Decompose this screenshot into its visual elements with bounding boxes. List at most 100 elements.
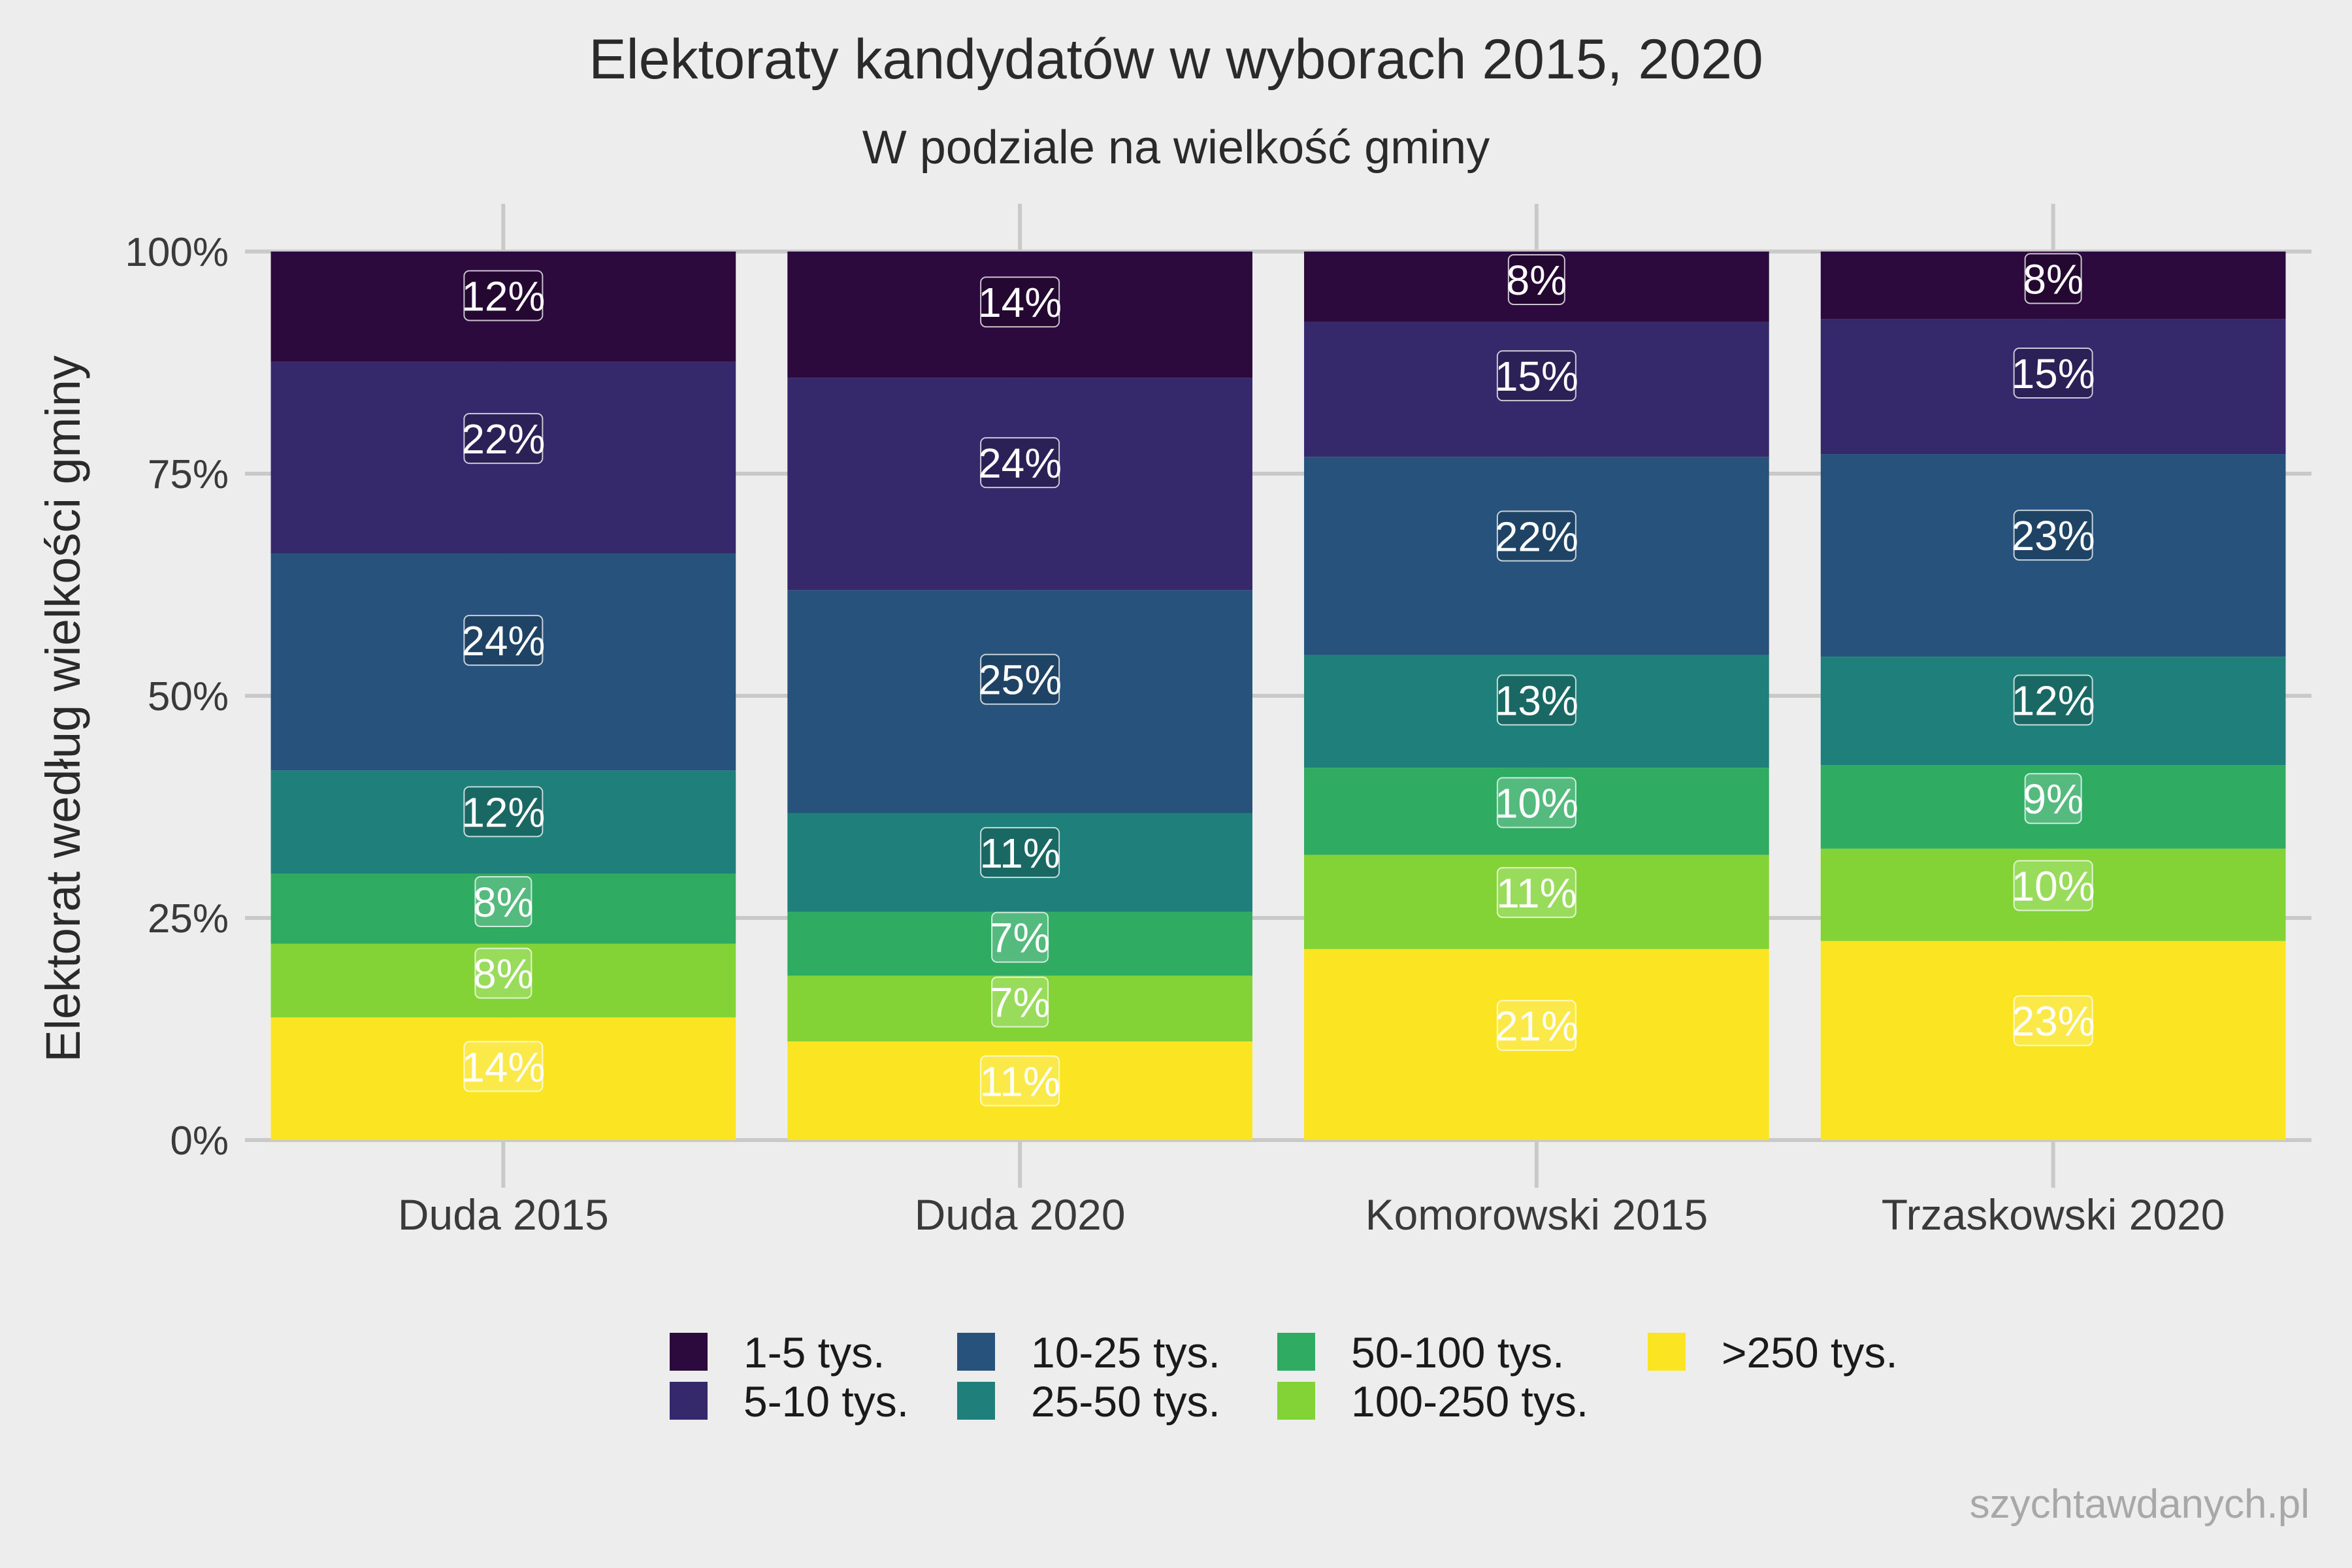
data-label-box — [1496, 510, 1576, 562]
chart-subtitle: W podziale na wielkość gminy — [862, 122, 1490, 174]
bar-segment-komorowski-2015-100-250-tys — [1304, 855, 1769, 949]
y-tick-label: 75% — [148, 452, 229, 497]
x-axis-ticks: Duda 2015 Duda 2020 Komorowski 2015 Trzasko… — [398, 1190, 2225, 1239]
data-label: 8% — [2023, 255, 2083, 302]
legend-swatch-100-250-tys — [1277, 1382, 1315, 1420]
bar-segment-trzaskowski-2020-over-250-tys — [1820, 941, 2286, 1140]
chart-title: Elektoraty kandydatów w wyborach 2015, 2… — [589, 28, 1763, 91]
data-label: 11% — [979, 1058, 1060, 1105]
y-tick-label: 50% — [148, 674, 229, 719]
x-tick-label: Duda 2020 — [915, 1190, 1126, 1239]
data-label: 25% — [978, 657, 1062, 704]
bar-segment-komorowski-2015-25-50-tys — [1304, 655, 1769, 768]
data-label: 7% — [990, 979, 1051, 1026]
data-label: 8% — [1507, 257, 1567, 304]
bar-segment-duda-2020-over-250-tys — [787, 1041, 1252, 1140]
legend-label-10-25-tys: 10-25 tys. — [1031, 1328, 1220, 1377]
data-label-box — [474, 947, 532, 999]
legend-label-1-5-tys: 1-5 tys. — [743, 1328, 885, 1377]
legend-swatch-over-250-tys — [1648, 1333, 1686, 1371]
legend-swatch-10-25-tys — [957, 1333, 995, 1371]
data-label: 23% — [2012, 998, 2095, 1045]
data-label: 11% — [1496, 870, 1576, 917]
legend-swatch-5-10-tys — [670, 1382, 708, 1420]
data-label: 15% — [2012, 350, 2095, 397]
bar-segment-duda-2015-50-100-tys — [270, 874, 736, 944]
legend-label-50-100-tys: 50-100 tys. — [1351, 1328, 1565, 1377]
data-label-box — [980, 276, 1060, 328]
legend-label-25-50-tys: 25-50 tys. — [1031, 1377, 1220, 1426]
legend: 1-5 tys.5-10 tys. 10-25 tys.25-50 tys. 50-… — [670, 1328, 1898, 1426]
legend-swatch-50-100-tys — [1277, 1333, 1315, 1371]
data-label-box — [463, 786, 544, 838]
data-label: 10% — [2012, 862, 2095, 909]
data-label-box — [1496, 1000, 1576, 1051]
bar-segment-komorowski-2015-5-10-tys — [1304, 321, 1769, 457]
data-label: 12% — [461, 789, 545, 836]
data-label: 11% — [979, 830, 1060, 877]
data-label-box — [1496, 867, 1576, 919]
bar-segment-trzaskowski-2020-10-25-tys — [1820, 454, 2286, 657]
data-label-box — [980, 1055, 1060, 1107]
data-label: 8% — [473, 879, 534, 926]
data-label-box — [463, 615, 544, 666]
data-label: 22% — [461, 416, 545, 463]
y-tick-label: 25% — [148, 896, 229, 941]
bar-segment-duda-2015-over-250-tys — [270, 1017, 736, 1140]
bar-segment-duda-2020-25-50-tys — [787, 813, 1252, 912]
x-tick-label: Trzaskowski 2020 — [1882, 1190, 2225, 1239]
data-label-box — [980, 653, 1060, 705]
data-label-box — [463, 270, 544, 321]
y-tick-label: 100% — [125, 230, 229, 275]
data-label-box — [2013, 860, 2093, 911]
bar-segment-duda-2020-50-100-tys — [787, 911, 1252, 976]
data-label: 15% — [1495, 353, 1578, 400]
bar-segment-duda-2020-5-10-tys — [787, 378, 1252, 591]
x-tick-label: Komorowski 2015 — [1365, 1190, 1708, 1239]
bar-segment-duda-2015-10-25-tys — [270, 553, 736, 771]
data-label-box — [991, 911, 1049, 963]
x-tick-label: Duda 2015 — [398, 1190, 609, 1239]
bar-segment-duda-2020-100-250-tys — [787, 975, 1252, 1042]
legend-label-100-250-tys: 100-250 tys. — [1351, 1377, 1588, 1426]
bar-segment-trzaskowski-2020-1-5-tys — [1820, 252, 2286, 319]
data-label: 22% — [1495, 513, 1578, 560]
watermark: szychtawdanych.pl — [1970, 1482, 2310, 1527]
data-label-box — [1496, 674, 1576, 726]
data-label-box — [2024, 773, 2082, 825]
bar-segment-duda-2015-5-10-tys — [270, 361, 736, 554]
data-label-box — [463, 1041, 544, 1092]
data-label: 23% — [2012, 512, 2095, 559]
data-label: 13% — [1495, 678, 1578, 725]
data-label-box — [2013, 348, 2093, 399]
bars — [270, 252, 2286, 1140]
bar-segment-komorowski-2015-10-25-tys — [1304, 457, 1769, 655]
bar-segment-duda-2015-100-250-tys — [270, 943, 736, 1018]
bar-segment-komorowski-2015-1-5-tys — [1304, 252, 1769, 322]
y-tick-label: 0% — [170, 1119, 229, 1164]
data-label: 12% — [461, 272, 545, 319]
bar-segment-duda-2015-1-5-tys — [270, 252, 736, 362]
data-label-box — [1507, 253, 1565, 305]
data-label: 7% — [990, 915, 1051, 962]
data-label-box — [2024, 253, 2082, 304]
bar-segment-komorowski-2015-50-100-tys — [1304, 768, 1769, 855]
bar-segment-trzaskowski-2020-50-100-tys — [1820, 765, 2286, 849]
bar-segment-duda-2020-1-5-tys — [787, 252, 1252, 378]
data-label: 24% — [978, 440, 1062, 487]
data-label-box — [980, 826, 1060, 878]
bar-segment-komorowski-2015-over-250-tys — [1304, 949, 1769, 1140]
legend-swatch-25-50-tys — [957, 1382, 995, 1420]
data-label-box — [474, 875, 532, 927]
data-labels: 14% 8% 8% 12% 24% 22% 12% 11% 7% 7% 11% 25% 24% 14% 21… — [461, 253, 2095, 1107]
data-label-box — [1496, 350, 1576, 402]
data-label: 14% — [978, 279, 1062, 326]
data-label-box — [1496, 777, 1576, 828]
data-label-box — [991, 976, 1049, 1028]
data-label-box — [2013, 510, 2093, 561]
data-label: 10% — [1495, 779, 1578, 826]
data-label: 21% — [1495, 1003, 1578, 1050]
data-label: 24% — [461, 617, 545, 664]
bar-segment-duda-2020-10-25-tys — [787, 590, 1252, 813]
